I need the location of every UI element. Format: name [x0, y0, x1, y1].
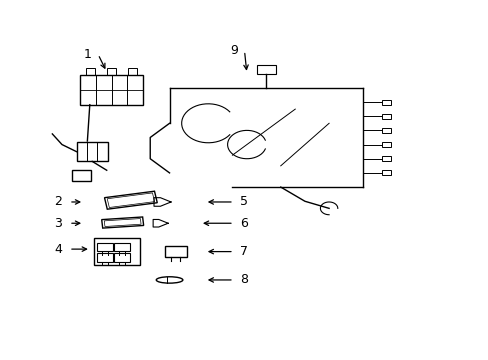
Bar — [104, 191, 157, 209]
Bar — [382, 156, 390, 161]
Bar — [164, 246, 186, 257]
Text: 3: 3 — [54, 217, 62, 230]
Text: 2: 2 — [54, 195, 62, 208]
Bar — [76, 142, 108, 161]
Text: 1: 1 — [83, 48, 91, 61]
Bar — [107, 68, 116, 75]
Bar — [80, 75, 142, 105]
Bar — [86, 68, 95, 75]
Bar — [104, 219, 141, 226]
Bar — [97, 253, 113, 262]
Text: 6: 6 — [240, 217, 248, 230]
Bar — [382, 128, 390, 133]
Bar — [107, 193, 154, 207]
Bar — [94, 238, 139, 265]
Bar — [114, 243, 130, 251]
Text: 9: 9 — [229, 44, 237, 57]
Text: 8: 8 — [240, 274, 248, 287]
Bar — [382, 170, 390, 175]
Text: 7: 7 — [240, 245, 248, 258]
Bar — [97, 243, 113, 251]
Bar — [114, 253, 130, 262]
Bar — [72, 170, 91, 181]
Bar — [382, 142, 390, 147]
Bar — [256, 65, 275, 74]
Bar — [102, 217, 143, 228]
Bar — [128, 68, 137, 75]
Text: 5: 5 — [240, 195, 248, 208]
Bar — [382, 114, 390, 119]
Bar — [382, 100, 390, 104]
Text: 4: 4 — [54, 243, 62, 256]
